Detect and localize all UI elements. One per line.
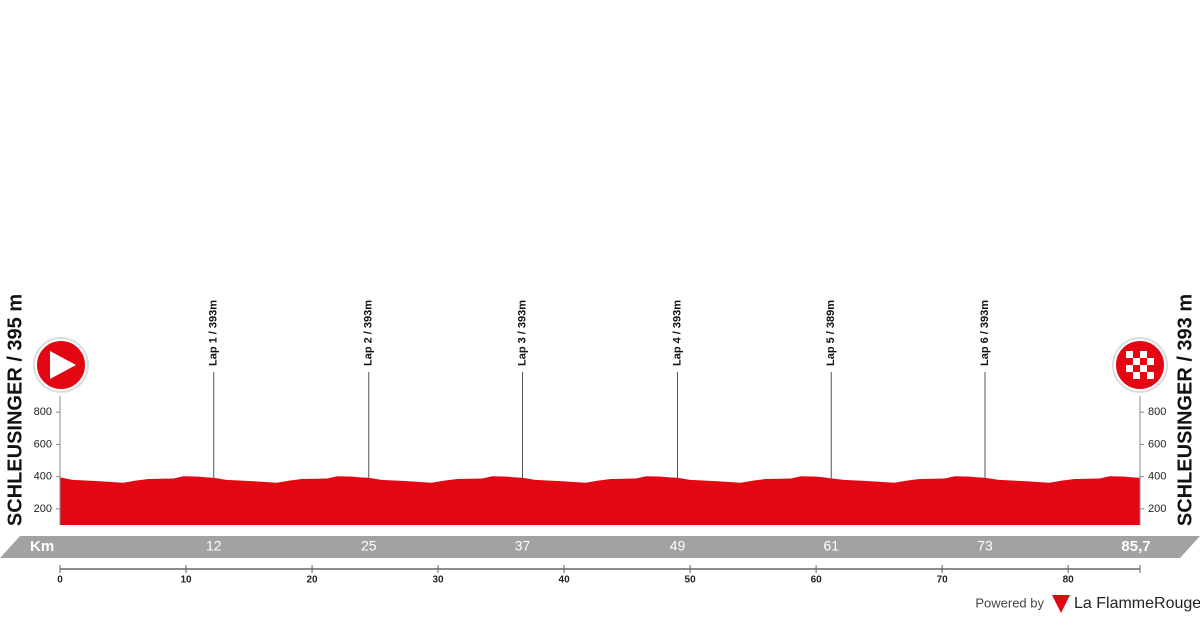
- y-tick-label: 800: [1148, 406, 1166, 418]
- x-tick-label: 30: [433, 575, 445, 586]
- km-bar-label: 61: [823, 538, 839, 554]
- km-bar-label: 85,7: [1121, 538, 1150, 555]
- brand: La FlammeRouge: [1074, 595, 1200, 612]
- x-tick-label: 50: [685, 575, 697, 586]
- x-tick-label: 10: [180, 575, 192, 586]
- start-label: SCHLEUSINGER / 395 m: [4, 294, 26, 526]
- x-tick-label: 80: [1063, 575, 1075, 586]
- finish-icon: [1112, 337, 1168, 393]
- x-tick-label: 60: [811, 575, 823, 586]
- km-bar-label: 12: [206, 538, 222, 554]
- y-tick-label: 200: [1148, 503, 1166, 515]
- lap-label: Lap 4 / 393m: [671, 300, 683, 366]
- x-tick-label: 0: [57, 575, 63, 586]
- lap-label: Lap 3 / 393m: [516, 300, 528, 366]
- km-bar-label: 37: [515, 538, 531, 554]
- lap-label: Lap 5 / 389m: [825, 300, 837, 366]
- km-bar-label: 73: [977, 538, 993, 554]
- y-tick-label: 400: [34, 471, 52, 483]
- y-tick-label: 600: [34, 438, 52, 450]
- lap-label: Lap 2 / 393m: [363, 300, 375, 366]
- y-tick-label: 200: [34, 503, 52, 515]
- km-bar-label: 49: [670, 538, 686, 554]
- brand-logo: [1052, 595, 1070, 613]
- x-tick-label: 20: [306, 575, 318, 586]
- km-bar: [0, 536, 1200, 558]
- y-tick-label: 800: [34, 406, 52, 418]
- y-tick-label: 400: [1148, 471, 1166, 483]
- finish-label: SCHLEUSINGER / 393 m: [1174, 294, 1196, 526]
- powered-by: Powered by: [975, 595, 1044, 610]
- x-tick-label: 40: [559, 575, 571, 586]
- x-tick-label: 70: [937, 575, 949, 586]
- start-icon: [33, 337, 89, 393]
- km-bar-label: 25: [361, 538, 377, 554]
- y-tick-label: 600: [1148, 438, 1166, 450]
- lap-label: Lap 1 / 393m: [208, 300, 220, 366]
- lap-label: Lap 6 / 393m: [979, 300, 991, 366]
- km-label: Km: [30, 538, 54, 555]
- elevation-area: [60, 476, 1140, 525]
